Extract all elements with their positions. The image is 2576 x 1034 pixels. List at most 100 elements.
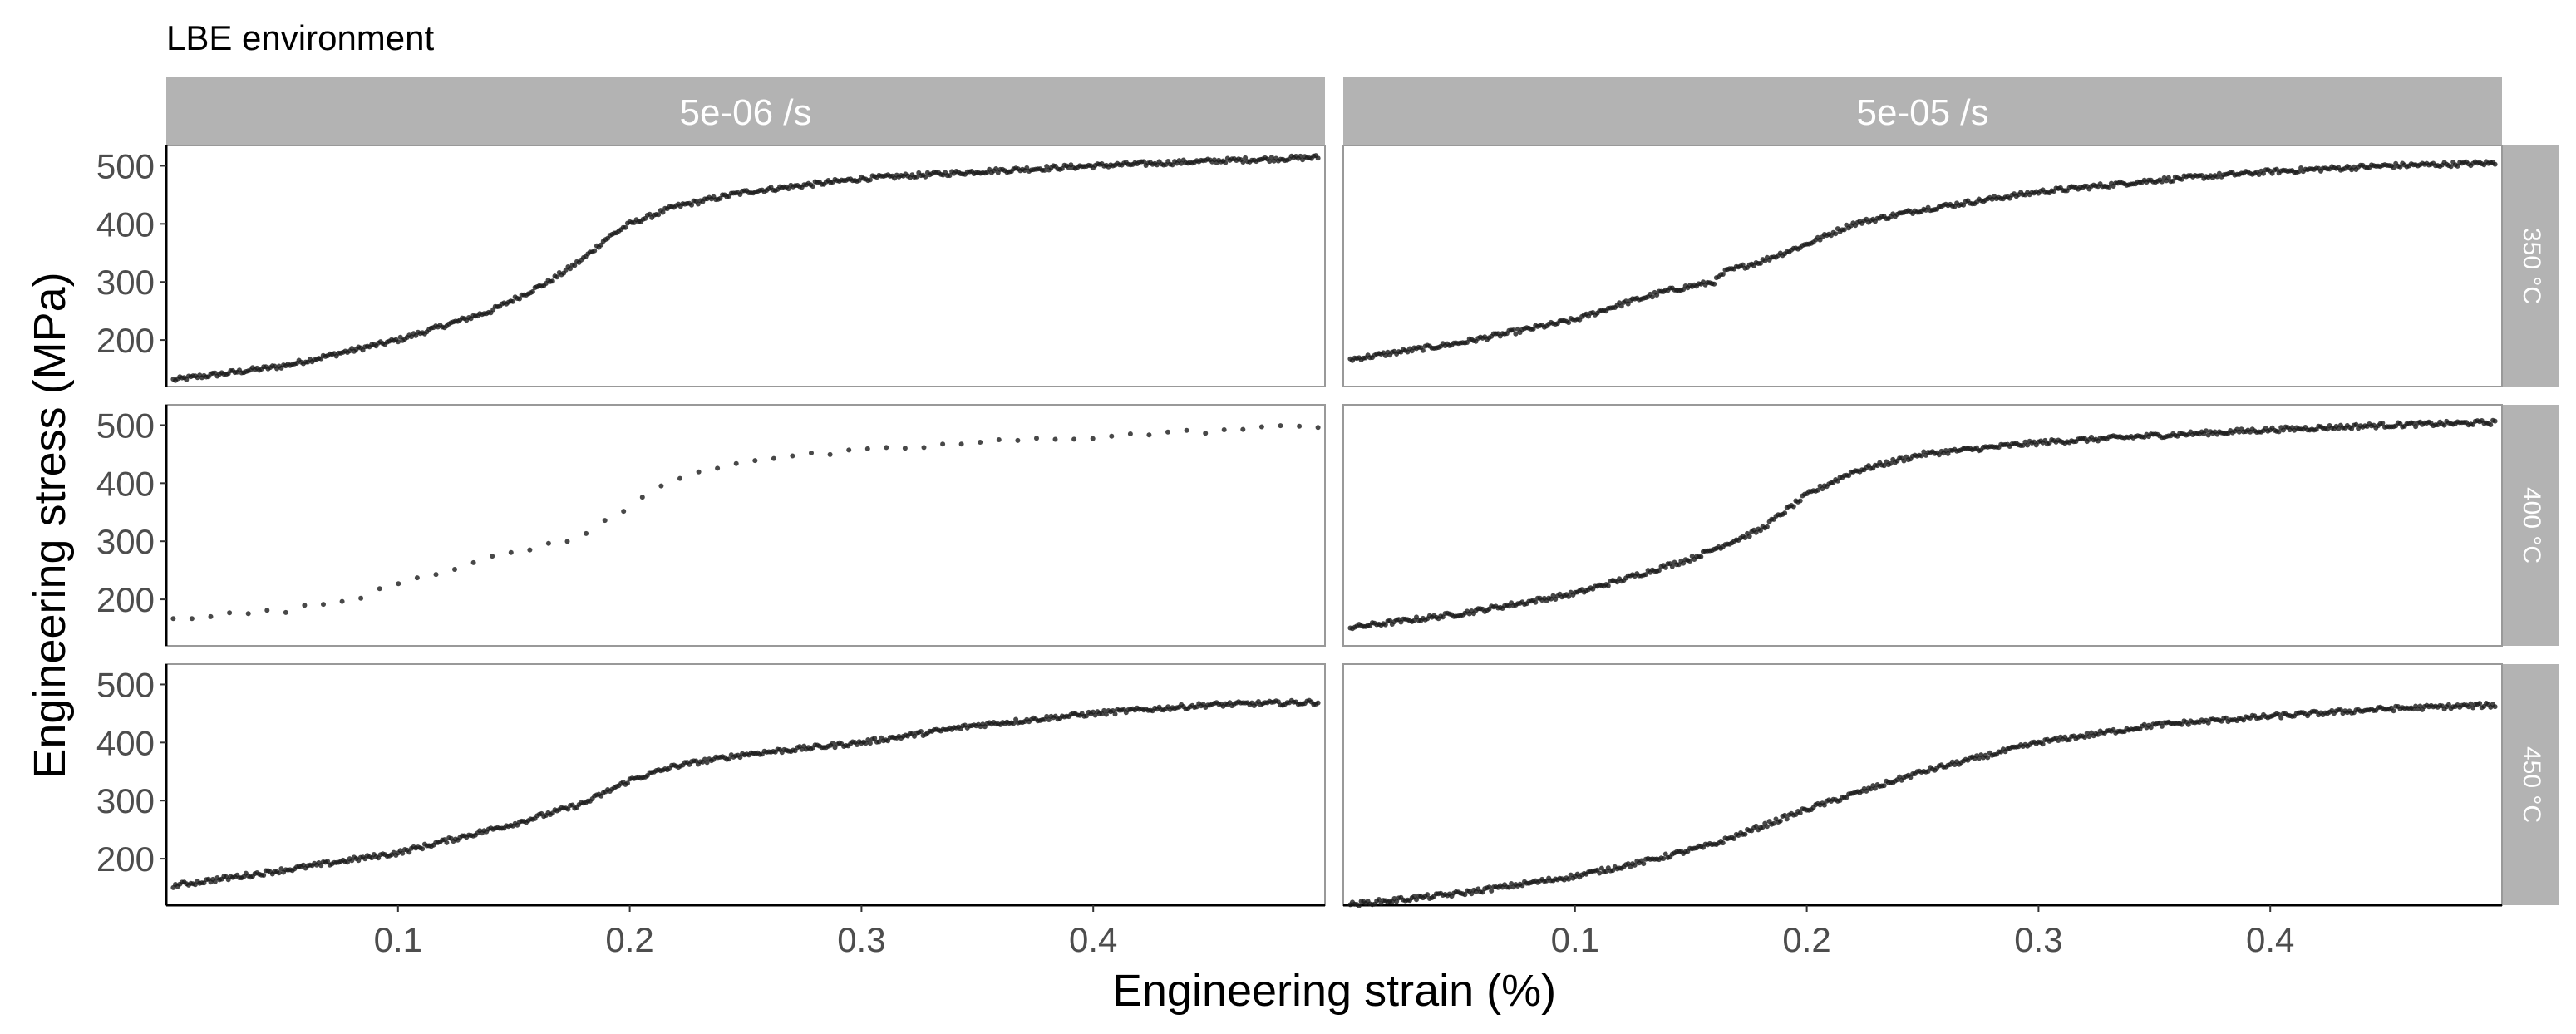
data-point bbox=[1084, 713, 1089, 719]
row-strip-1: 350 °C bbox=[2502, 145, 2559, 387]
data-point bbox=[639, 495, 645, 500]
data-point bbox=[940, 441, 946, 447]
data-point bbox=[170, 616, 176, 622]
data-point bbox=[1357, 903, 1362, 908]
data-point bbox=[1833, 231, 1839, 237]
panel-border bbox=[165, 404, 1326, 647]
data-point bbox=[1268, 155, 1274, 160]
data-points bbox=[1347, 701, 2498, 908]
data-point bbox=[1643, 572, 1648, 578]
data-points bbox=[1347, 159, 2498, 363]
data-point bbox=[1598, 865, 1604, 871]
data-point bbox=[414, 575, 420, 581]
data-point bbox=[1297, 423, 1303, 429]
data-point bbox=[1566, 593, 1572, 599]
data-point bbox=[1550, 593, 1556, 598]
data-point bbox=[584, 530, 589, 536]
data-point bbox=[227, 610, 233, 616]
data-point bbox=[830, 741, 835, 746]
data-point bbox=[554, 274, 560, 280]
data-point bbox=[433, 572, 439, 578]
data-point bbox=[1821, 802, 1827, 808]
data-point bbox=[2273, 166, 2279, 172]
data-point bbox=[958, 441, 964, 447]
panel-3-2 bbox=[1342, 663, 2503, 908]
data-point bbox=[1165, 429, 1170, 435]
data-point bbox=[2492, 704, 2498, 710]
data-point bbox=[2325, 426, 2330, 432]
data-point bbox=[2165, 175, 2171, 180]
panel-1-1 bbox=[165, 145, 1326, 387]
data-point bbox=[996, 437, 1002, 442]
data-point bbox=[993, 166, 999, 171]
data-point bbox=[1720, 272, 1726, 277]
data-point bbox=[2417, 703, 2423, 709]
data-point bbox=[1414, 897, 1419, 903]
y-axis-tick-labels: 200 300 400 500 200 300 400 500 200 300 400 500 bbox=[96, 146, 166, 879]
y-tick-label: 200 bbox=[96, 321, 155, 360]
data-point bbox=[545, 540, 551, 546]
data-point bbox=[2082, 735, 2087, 740]
data-point bbox=[400, 850, 406, 856]
x-axis-title: Engineering strain (%) bbox=[1112, 966, 1556, 1016]
data-point bbox=[1223, 160, 1229, 165]
data-point bbox=[1382, 622, 1388, 628]
data-point bbox=[283, 609, 288, 615]
data-point bbox=[1764, 524, 1770, 529]
data-point bbox=[867, 741, 873, 746]
row-strip-3-label: 450 °C bbox=[2518, 746, 2545, 823]
data-point bbox=[2096, 731, 2101, 737]
data-point bbox=[1109, 433, 1115, 439]
data-point bbox=[656, 212, 662, 218]
data-point bbox=[2223, 715, 2229, 721]
x-tick-label: 0.3 bbox=[837, 920, 885, 959]
data-point bbox=[1712, 281, 1717, 287]
data-point bbox=[2278, 715, 2284, 721]
data-point bbox=[358, 595, 364, 601]
data-point bbox=[568, 266, 573, 272]
data-point bbox=[1267, 159, 1273, 165]
data-point bbox=[1777, 818, 1783, 824]
data-point bbox=[884, 445, 889, 451]
data-point bbox=[1753, 823, 1759, 829]
data-point bbox=[2086, 734, 2092, 740]
data-point bbox=[790, 453, 795, 459]
data-point bbox=[1510, 327, 1516, 333]
data-point bbox=[1797, 810, 1803, 816]
row-strip-2: 400 °C bbox=[2502, 405, 2559, 646]
data-point bbox=[696, 469, 702, 475]
data-point bbox=[1676, 562, 1682, 568]
data-point bbox=[1469, 891, 1475, 897]
data-point bbox=[245, 611, 251, 617]
panel-border bbox=[165, 663, 1326, 906]
data-point bbox=[919, 729, 924, 734]
data-point bbox=[2337, 707, 2343, 712]
data-point bbox=[1092, 712, 1098, 718]
data-point bbox=[2276, 429, 2282, 435]
x-tick-label: 0.1 bbox=[1551, 920, 1599, 959]
data-point bbox=[1298, 153, 1303, 159]
y-tick-label: 400 bbox=[96, 464, 155, 503]
data-point bbox=[1127, 431, 1133, 436]
x-tick-label: 0.4 bbox=[1069, 920, 1117, 959]
data-point bbox=[1052, 436, 1058, 442]
data-point bbox=[1742, 831, 1748, 837]
data-point bbox=[1846, 473, 1852, 479]
data-point bbox=[1258, 424, 1264, 430]
data-point bbox=[902, 446, 908, 451]
data-point bbox=[339, 598, 345, 604]
data-point bbox=[1662, 564, 1668, 570]
data-point bbox=[2445, 702, 2451, 707]
data-point bbox=[867, 177, 873, 183]
data-point bbox=[733, 460, 739, 466]
panel-border bbox=[1342, 404, 2503, 647]
data-points bbox=[170, 697, 1321, 890]
data-point bbox=[1044, 164, 1050, 169]
data-point bbox=[2179, 721, 2184, 727]
chart-title: LBE environment bbox=[166, 18, 435, 57]
column-strip-1: 5e-06 /s bbox=[166, 77, 1325, 145]
data-point bbox=[623, 224, 628, 230]
data-point bbox=[1042, 167, 1047, 173]
x-axis-tick-labels: 0.1 0.2 0.3 0.4 0.1 0.2 0.3 0.4 bbox=[374, 905, 2294, 959]
row-strip-2-label: 400 °C bbox=[2518, 487, 2545, 564]
